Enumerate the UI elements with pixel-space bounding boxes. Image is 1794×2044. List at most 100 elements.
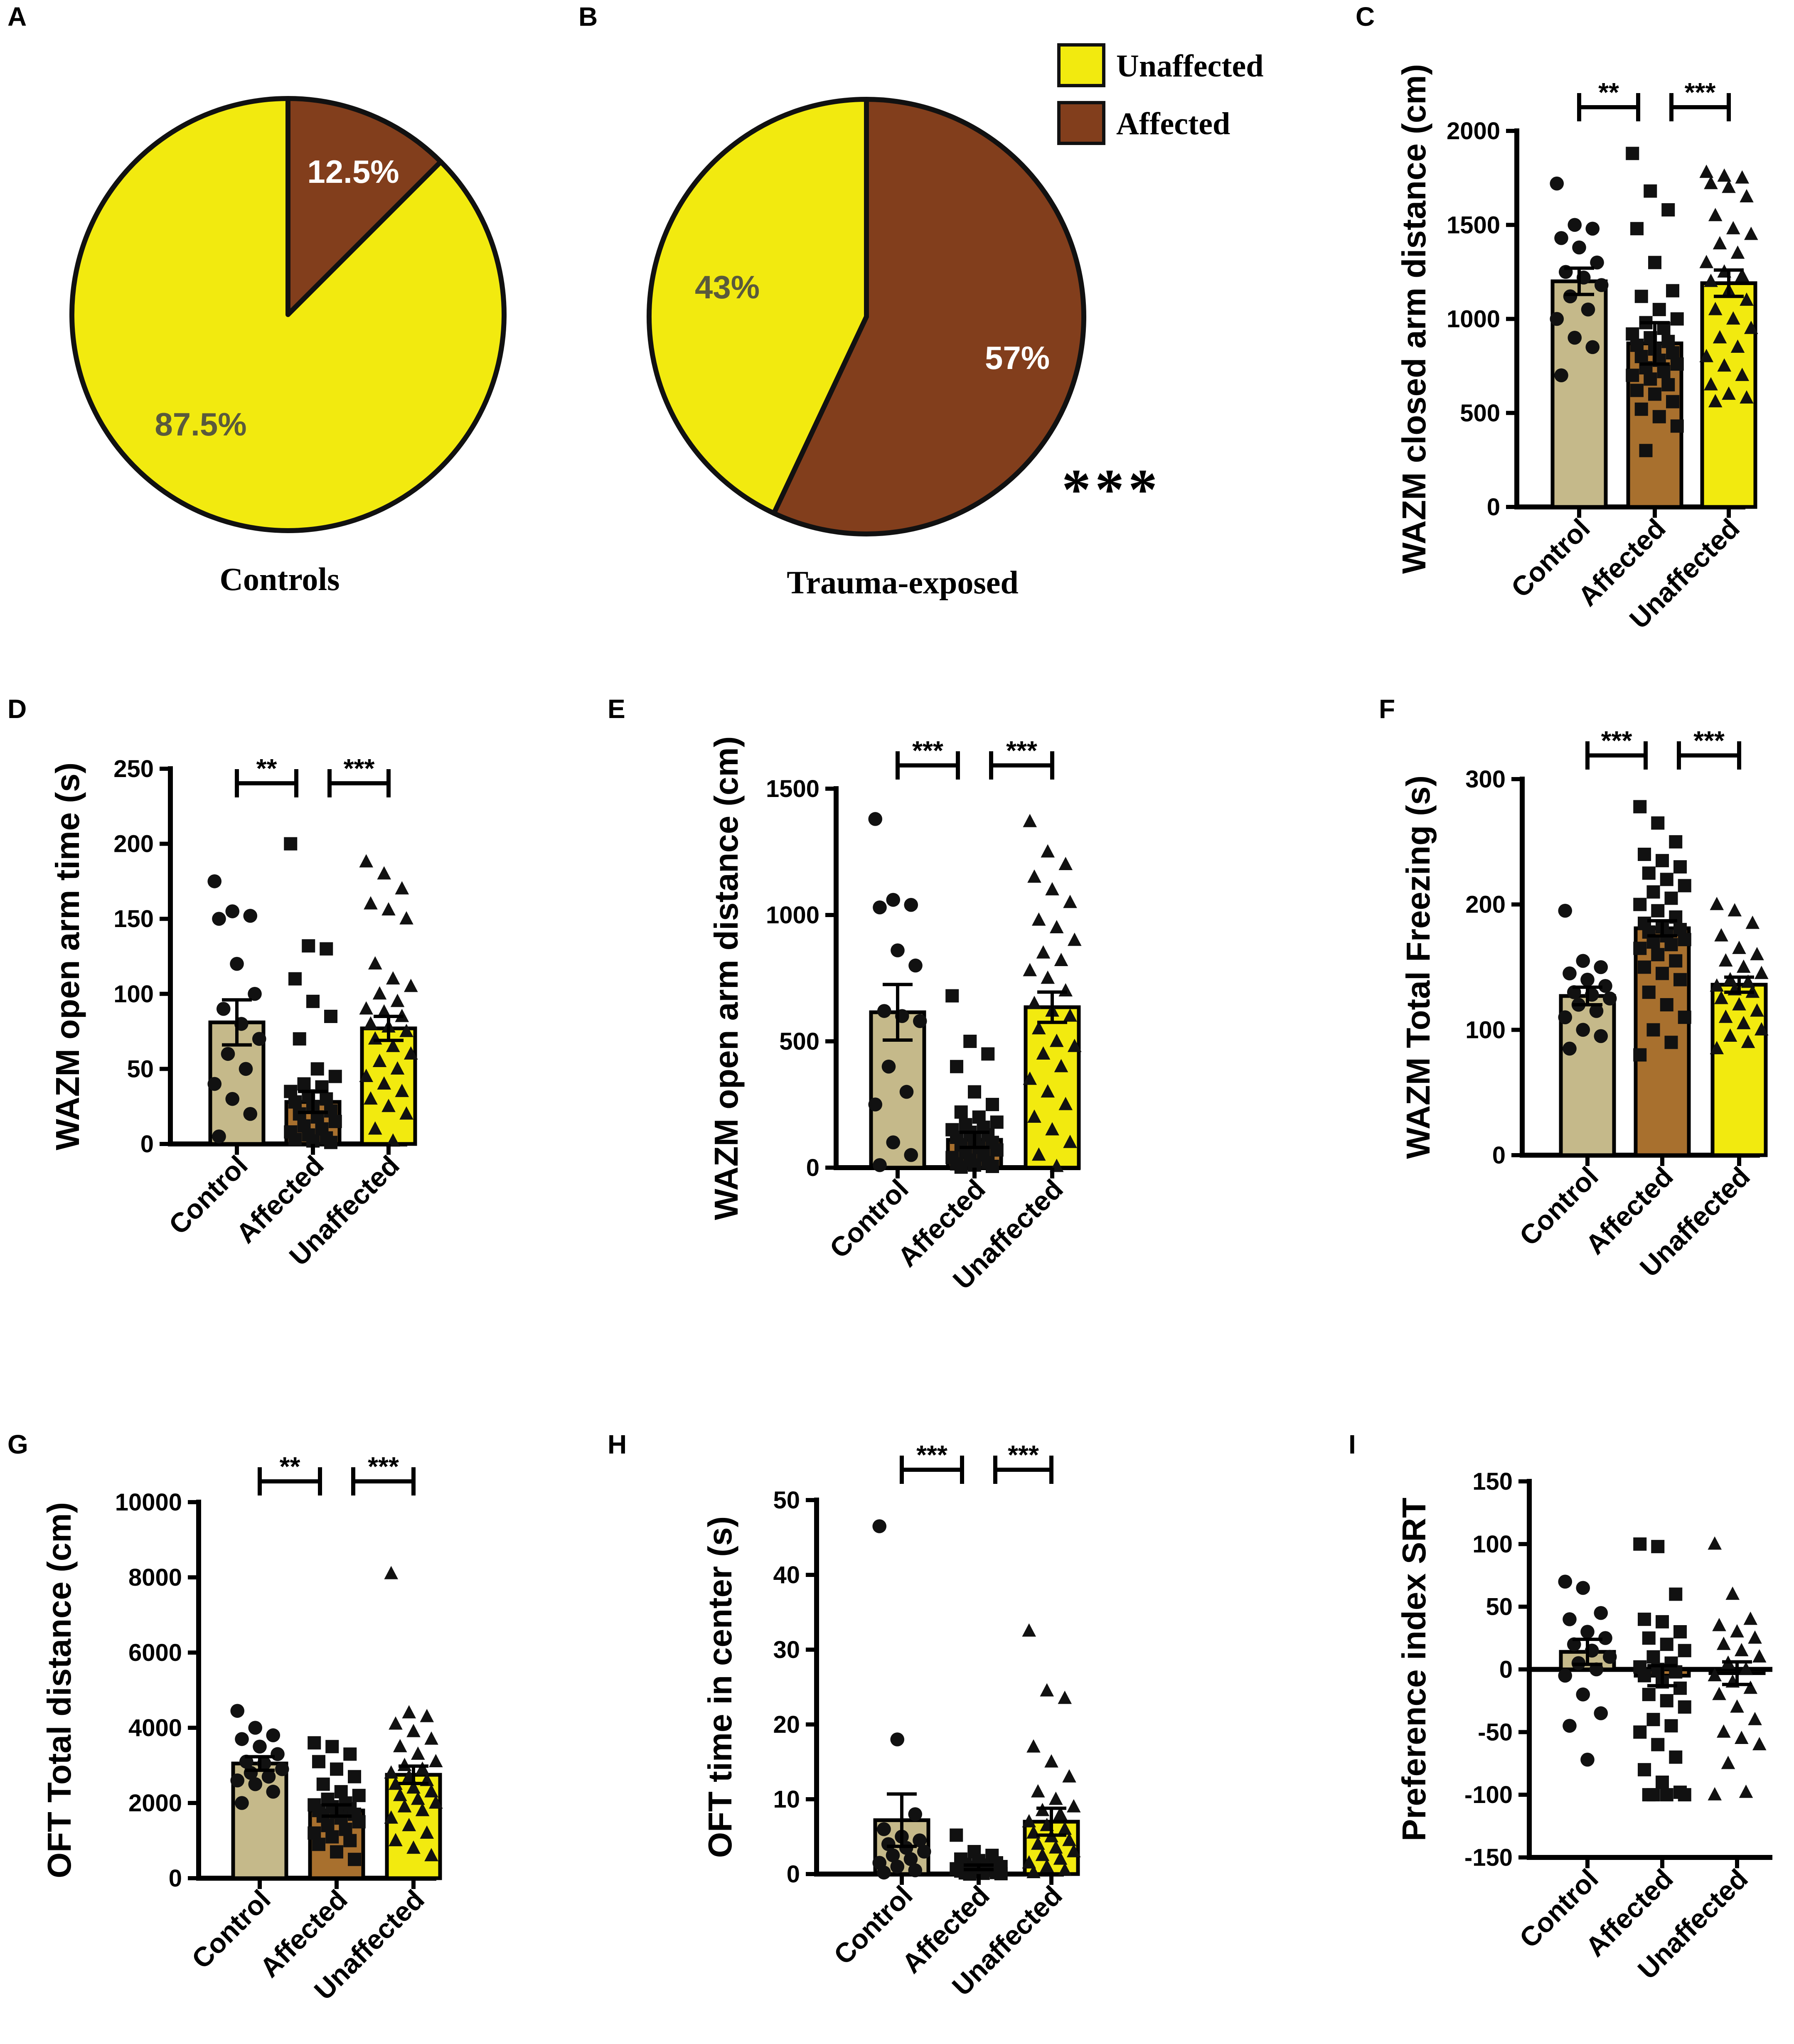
data-point-affected xyxy=(1669,1750,1683,1764)
pie-label-affected: 57% xyxy=(985,339,1050,376)
y-tick-label: 100 xyxy=(1465,1016,1506,1043)
data-point-unaffected xyxy=(406,1780,421,1794)
data-point-control xyxy=(913,1833,927,1847)
data-point-control xyxy=(873,1158,887,1172)
data-point-unaffected xyxy=(1040,1683,1054,1697)
data-point-control xyxy=(1568,330,1582,345)
data-point-unaffected xyxy=(372,1053,387,1067)
y-tick-label: 500 xyxy=(1460,400,1500,427)
significance-label: *** xyxy=(344,753,375,783)
data-point-control xyxy=(230,1773,245,1788)
data-point-unaffected xyxy=(1040,1859,1054,1872)
data-point-affected xyxy=(1646,935,1660,949)
data-point-affected xyxy=(324,1104,338,1118)
panel-letter-f: F xyxy=(1379,694,1395,724)
data-point-unaffected xyxy=(420,1709,434,1722)
data-point-control xyxy=(1563,1041,1577,1056)
data-point-unaffected xyxy=(402,1818,416,1831)
data-point-unaffected xyxy=(1053,1851,1068,1865)
data-point-control xyxy=(917,1845,931,1859)
data-point-unaffected xyxy=(1058,1821,1072,1835)
y-axis-title: Preference index SRT xyxy=(1395,1498,1432,1841)
data-point-unaffected xyxy=(1027,996,1041,1009)
data-point-affected xyxy=(293,1032,306,1046)
pie-slice-unaffected xyxy=(647,97,869,516)
data-point-affected xyxy=(1664,1036,1678,1049)
data-point-control xyxy=(1572,240,1586,255)
data-point-control xyxy=(891,943,905,957)
data-point-affected xyxy=(1678,1644,1691,1658)
data-point-affected xyxy=(1660,998,1673,1011)
data-point-unaffected xyxy=(1067,1038,1082,1052)
data-point-unaffected xyxy=(386,1038,400,1052)
data-point-affected xyxy=(343,1747,357,1761)
data-point-unaffected xyxy=(1058,857,1073,870)
data-point-unaffected xyxy=(1708,394,1723,408)
data-point-affected xyxy=(950,1828,963,1842)
data-point-affected xyxy=(1666,395,1680,408)
data-point-affected xyxy=(1634,290,1648,303)
data-point-control xyxy=(207,1077,222,1091)
data-point-unaffected xyxy=(1063,1008,1077,1022)
significance-label: *** xyxy=(1685,77,1716,107)
data-point-affected xyxy=(1661,203,1675,217)
panel-letter-h: H xyxy=(608,1429,627,1459)
significance-label: *** xyxy=(1006,735,1037,765)
data-point-affected xyxy=(348,1770,362,1783)
pie-title: Controls xyxy=(220,561,340,597)
data-point-affected xyxy=(328,1114,342,1128)
data-point-affected xyxy=(1651,948,1665,962)
data-point-control xyxy=(1602,991,1617,1006)
data-point-unaffected xyxy=(1717,168,1732,182)
data-point-affected xyxy=(1633,1537,1647,1551)
data-point-affected xyxy=(1678,1011,1691,1024)
data-point-unaffected xyxy=(1743,1680,1758,1694)
data-point-unaffected xyxy=(1752,1649,1767,1663)
data-point-unaffected xyxy=(1732,997,1746,1011)
y-axis-title: WAZM open arm time (s) xyxy=(49,763,86,1150)
data-point-unaffected xyxy=(406,1840,421,1854)
data-point-unaffected xyxy=(1036,1046,1051,1060)
data-point-affected xyxy=(325,1830,339,1844)
data-point-control xyxy=(1580,972,1595,987)
data-point-unaffected xyxy=(1041,844,1055,858)
data-point-unaffected xyxy=(368,1121,382,1135)
data-point-control xyxy=(1554,368,1568,383)
data-point-unaffected xyxy=(402,1705,416,1719)
significance-label: *** xyxy=(1601,726,1632,755)
data-point-control xyxy=(1550,176,1564,191)
data-point-unaffected xyxy=(1726,221,1740,234)
data-point-affected xyxy=(1646,1650,1660,1664)
data-point-control xyxy=(1558,903,1573,918)
data-point-control xyxy=(1550,312,1564,326)
y-axis-title: OFT Total distance (cm) xyxy=(41,1502,78,1878)
data-point-affected xyxy=(1651,816,1665,830)
y-axis-title: WAZM closed arm distance (cm) xyxy=(1395,64,1432,574)
data-point-affected xyxy=(1633,800,1647,814)
data-point-affected xyxy=(1630,222,1644,236)
data-point-affected xyxy=(1660,1638,1673,1651)
data-point-affected xyxy=(297,1077,311,1091)
data-point-control xyxy=(1581,303,1595,317)
panel-letter-i: I xyxy=(1349,1429,1356,1459)
significance-annotation: *** xyxy=(1062,458,1162,522)
pie-slice-affected xyxy=(771,97,1086,536)
data-point-affected xyxy=(954,1160,968,1174)
data-point-control xyxy=(1568,218,1582,232)
data-point-affected xyxy=(339,1823,352,1836)
data-point-control xyxy=(908,1807,923,1821)
data-point-unaffected xyxy=(1026,1739,1041,1753)
data-point-affected xyxy=(320,1092,333,1106)
data-point-affected xyxy=(1626,369,1639,382)
data-point-affected xyxy=(1670,419,1684,433)
data-point-unaffected xyxy=(1023,1071,1037,1085)
data-point-unaffected xyxy=(1058,1690,1072,1704)
data-point-control xyxy=(890,1860,905,1874)
panel-letter-g: G xyxy=(7,1429,28,1459)
data-point-unaffected xyxy=(1053,1806,1068,1820)
data-point-unaffected xyxy=(1708,1536,1722,1550)
data-point-unaffected xyxy=(1041,970,1055,984)
data-point-unaffected xyxy=(359,1001,374,1015)
y-tick-label: 0 xyxy=(140,1131,154,1158)
